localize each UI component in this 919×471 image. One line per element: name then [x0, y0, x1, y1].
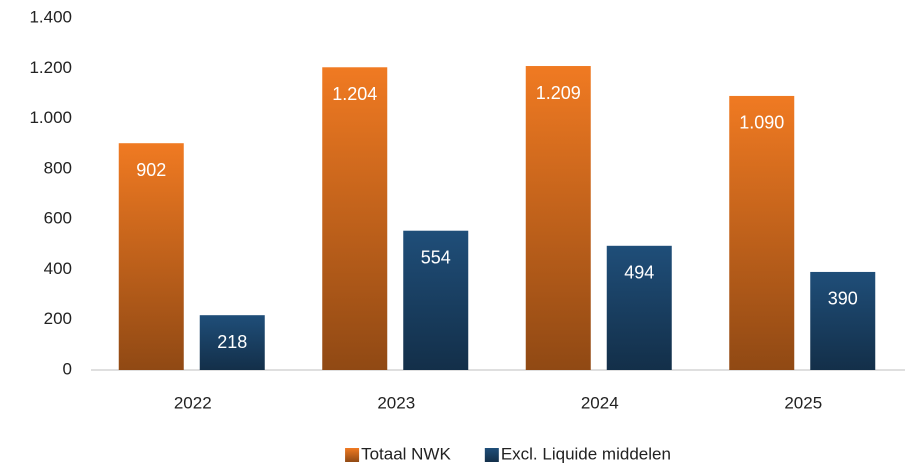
bar [322, 67, 388, 370]
bar [525, 66, 591, 370]
legend-label: Excl. Liquide middelen [501, 444, 671, 463]
y-tick-label: 0 [63, 359, 72, 378]
y-tick-label: 400 [44, 259, 72, 278]
value-label: 1.204 [332, 84, 377, 104]
y-tick-label: 800 [44, 158, 72, 177]
y-tick-label: 1.000 [29, 108, 72, 127]
x-tick-label: 2023 [377, 393, 415, 412]
value-label: 390 [828, 289, 858, 309]
y-tick-label: 200 [44, 309, 72, 328]
legend-swatch [345, 448, 360, 462]
x-tick-label: 2022 [174, 393, 212, 412]
bar [810, 271, 876, 370]
y-tick-label: 1.200 [29, 58, 72, 77]
legend-label: Totaal NWK [361, 444, 451, 463]
x-tick-label: 2025 [784, 393, 822, 412]
x-tick-label: 2024 [581, 393, 619, 412]
value-label: 494 [624, 263, 654, 283]
bar [199, 315, 265, 370]
bar [118, 143, 184, 370]
legend: Totaal NWK Excl. Liquide middelen [345, 444, 671, 463]
y-tick-label: 1.400 [29, 7, 72, 26]
value-label: 554 [421, 247, 451, 267]
bar [606, 245, 672, 370]
bar [403, 230, 469, 370]
legend-swatch [484, 448, 499, 462]
y-tick-label: 600 [44, 209, 72, 228]
value-label: 1.090 [739, 113, 784, 133]
bar [729, 95, 795, 370]
value-label: 218 [217, 332, 247, 352]
value-label: 1.209 [536, 83, 581, 103]
value-label: 902 [136, 160, 166, 180]
